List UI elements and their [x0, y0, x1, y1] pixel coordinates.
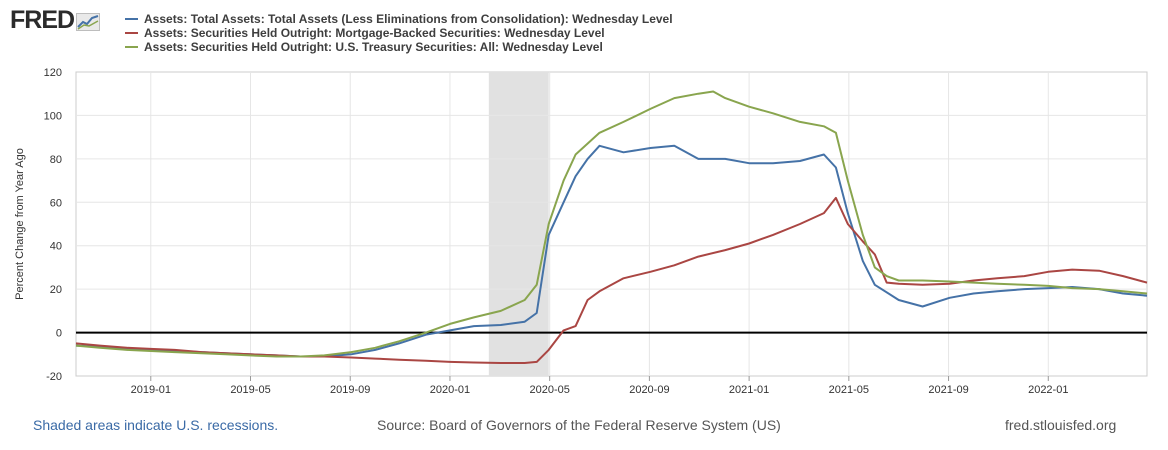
- source-note: Source: Board of Governors of the Federa…: [377, 417, 781, 433]
- legend-label-mbs: Assets: Securities Held Outright: Mortga…: [144, 26, 605, 40]
- fred-logo[interactable]: FRED: [10, 6, 101, 34]
- y-tick-label: 0: [56, 328, 62, 340]
- legend-swatch-total-assets: [125, 18, 138, 20]
- legend-label-total-assets: Assets: Total Assets: Total Assets (Less…: [144, 12, 673, 26]
- x-tick-label: 2019-01: [131, 384, 171, 396]
- site-link[interactable]: fred.stlouisfed.org: [1005, 417, 1117, 433]
- legend-label-treasury: Assets: Securities Held Outright: U.S. T…: [144, 40, 603, 54]
- x-tick-label: 2020-09: [629, 384, 669, 396]
- x-tick-label: 2021-05: [829, 384, 869, 396]
- recession-note-link[interactable]: Shaded areas indicate U.S. recessions.: [33, 417, 279, 433]
- x-tick-label: 2019-09: [330, 384, 370, 396]
- legend-item-treasury[interactable]: Assets: Securities Held Outright: U.S. T…: [125, 40, 673, 54]
- y-tick-label: 120: [44, 67, 62, 79]
- legend-swatch-treasury: [125, 46, 138, 48]
- x-tick-label: 2021-09: [928, 384, 968, 396]
- y-tick-label: 60: [50, 197, 62, 209]
- y-tick-label: 100: [44, 110, 62, 122]
- legend: Assets: Total Assets: Total Assets (Less…: [125, 12, 673, 54]
- y-tick-label: 80: [50, 154, 62, 166]
- x-tick-label: 2020-01: [430, 384, 470, 396]
- plot-area: [75, 71, 1148, 377]
- x-tick-label: 2020-05: [529, 384, 569, 396]
- series-line-2: [75, 90, 1148, 358]
- y-axis-label: Percent Change from Year Ago: [14, 148, 26, 300]
- x-tick-label: 2021-01: [729, 384, 769, 396]
- legend-swatch-mbs: [125, 32, 138, 34]
- fred-logo-text: FRED: [10, 6, 75, 34]
- y-tick-label: 40: [50, 241, 62, 253]
- fred-line-graph-icon: [76, 13, 101, 31]
- y-tick-label: 20: [50, 284, 62, 296]
- x-tick-label: 2022-01: [1028, 384, 1068, 396]
- recession-shade: [488, 72, 549, 376]
- legend-item-mbs[interactable]: Assets: Securities Held Outright: Mortga…: [125, 26, 673, 40]
- legend-item-total-assets[interactable]: Assets: Total Assets: Total Assets (Less…: [125, 12, 673, 26]
- y-tick-label: -20: [46, 371, 62, 383]
- x-tick-label: 2019-05: [230, 384, 270, 396]
